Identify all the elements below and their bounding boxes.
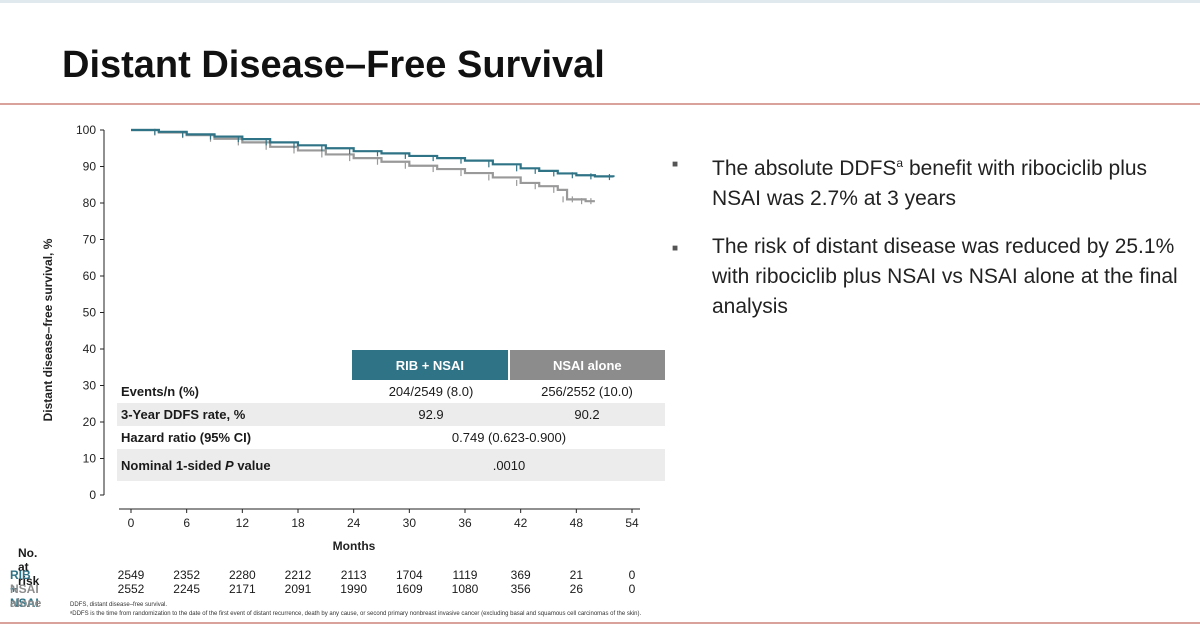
x-tick-label: 0 <box>128 516 135 530</box>
risk-value: 369 <box>510 568 531 582</box>
risk-value: 1080 <box>451 582 479 596</box>
footnote-definition: ᵃDDFS is the time from randomization to … <box>70 611 642 617</box>
risk-value: 2245 <box>173 582 200 596</box>
y-tick-label: 30 <box>83 379 97 393</box>
x-tick-label: 48 <box>570 516 584 530</box>
stats-header: RIB + NSAI NSAI alone <box>117 350 666 380</box>
risk-value: 2212 <box>284 568 312 582</box>
y-tick-label: 80 <box>83 196 97 210</box>
x-axis-label: Months <box>333 539 376 550</box>
square-bullet-icon: ■ <box>672 243 679 254</box>
title-divider <box>0 103 1200 105</box>
y-tick-label: 50 <box>83 306 97 320</box>
bullet-list: ■ The absolute DDFSa benefit with riboci… <box>672 148 1182 340</box>
bottom-divider <box>0 622 1200 624</box>
stats-row-ddfs-rate: 3-Year DDFS rate, % 92.9 90.2 <box>117 403 665 426</box>
km-chart: 0 10 20 30 40 50 60 70 80 90 100 0 6 12 18 24 30 36 42 48 54… <box>41 123 640 550</box>
stats-value: 256/2552 (10.0) <box>541 384 633 399</box>
risk-row-label-nsai: NSAI alone <box>10 582 42 610</box>
y-tick-label: 60 <box>83 269 97 283</box>
square-bullet-icon: ■ <box>672 159 679 170</box>
stats-table: RIB + NSAI NSAI alone Events/n (%) 204/2… <box>117 350 666 481</box>
stats-label: 3-Year DDFS rate, % <box>121 407 246 422</box>
series-line <box>131 128 615 178</box>
stats-row-events: Events/n (%) 204/2549 (8.0) 256/2552 (10… <box>117 380 665 403</box>
risk-value: 2352 <box>173 568 200 582</box>
y-tick-label: 40 <box>83 342 97 356</box>
y-tick-label: 20 <box>83 415 97 429</box>
x-tick-label: 6 <box>183 516 190 530</box>
risk-value: 21 <box>569 568 583 582</box>
stats-label: Hazard ratio (95% CI) <box>121 430 252 445</box>
y-tick-label: 70 <box>83 233 97 247</box>
risk-value: 2549 <box>117 568 145 582</box>
stats-col-rib: RIB + NSAI <box>352 350 508 380</box>
x-tick-label: 42 <box>514 516 528 530</box>
series-line <box>131 128 595 203</box>
risk-value: 2171 <box>228 582 256 596</box>
slide-title: Distant Disease–Free Survival <box>62 44 605 86</box>
stats-row-pvalue: Nominal 1-sided P value .0010 <box>117 449 665 481</box>
x-tick-label: 54 <box>625 516 639 530</box>
risk-value: 0 <box>628 568 636 582</box>
risk-value: 2280 <box>228 568 256 582</box>
stats-value: 90.2 <box>574 407 600 422</box>
risk-value: 2113 <box>340 568 367 582</box>
x-tick-label: 36 <box>458 516 472 530</box>
stats-label: Events/n (%) <box>121 384 200 399</box>
risk-value: 1704 <box>395 568 423 582</box>
risk-value: 1990 <box>340 582 367 596</box>
y-axis-label: Distant disease–free survival, % <box>41 238 55 421</box>
x-tick-label: 18 <box>291 516 305 530</box>
footnote-abbrev: DDFS, distant disease–free survival. <box>70 602 168 608</box>
y-tick-label: 100 <box>76 123 96 137</box>
stats-value: 92.9 <box>418 407 444 422</box>
top-border <box>0 0 1200 3</box>
risk-value: 1119 <box>452 568 478 582</box>
chart-axes: 0 10 20 30 40 50 60 70 80 90 100 0 6 12 18 24 30 36 42 48 54 <box>76 123 640 530</box>
chart-curves <box>131 128 615 205</box>
stats-value: .0010 <box>492 457 526 473</box>
risk-value: 0 <box>628 582 636 596</box>
risk-value: 2552 <box>117 582 145 596</box>
stats-value: 204/2549 (8.0) <box>388 384 474 399</box>
stats-row-hazard: Hazard ratio (95% CI) 0.749 (0.623-0.900… <box>117 426 665 449</box>
x-tick-label: 30 <box>403 516 417 530</box>
risk-value: 1609 <box>395 582 423 596</box>
risk-row-label-rib: RIB + NSAI <box>10 568 39 610</box>
risk-value: 26 <box>569 582 583 596</box>
bullet-item: ■ The absolute DDFSa benefit with riboci… <box>672 148 1182 214</box>
y-tick-label: 0 <box>89 488 96 502</box>
stats-value: 0.749 (0.623-0.900) <box>451 430 567 445</box>
stats-col-nsai: NSAI alone <box>509 350 666 380</box>
y-tick-label: 90 <box>83 160 97 174</box>
bullet-item: ■ The risk of distant disease was reduce… <box>672 232 1182 322</box>
x-tick-label: 24 <box>347 516 361 530</box>
risk-value: 356 <box>510 582 531 596</box>
risk-value: 2091 <box>284 582 312 596</box>
risk-table-title: No. at risk <box>18 546 40 588</box>
stats-label: Nominal 1-sided P value <box>121 457 271 473</box>
y-tick-label: 10 <box>83 452 97 466</box>
x-tick-label: 12 <box>236 516 250 530</box>
